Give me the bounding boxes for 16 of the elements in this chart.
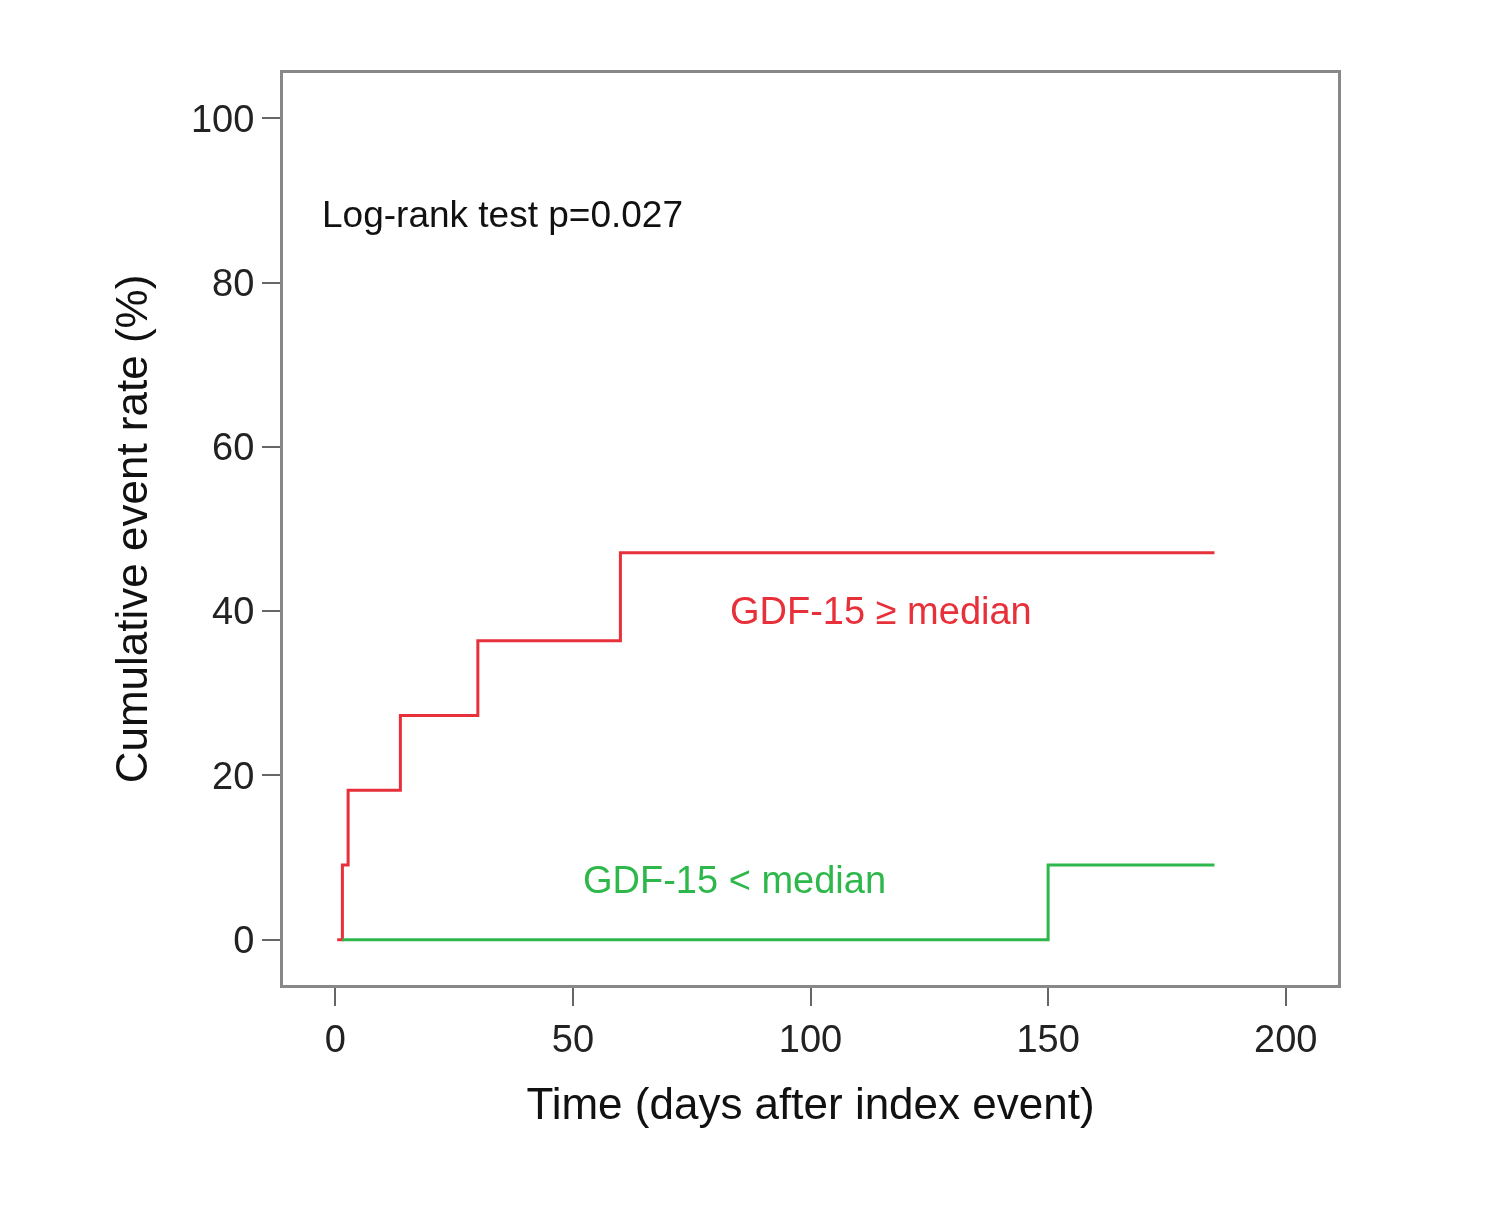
y-tick-label: 80	[212, 261, 255, 304]
x-tick-label: 50	[551, 1017, 595, 1060]
y-tick-label: 0	[233, 919, 255, 962]
y-tick-label: 100	[190, 97, 255, 140]
x-axis-title: Time (days after index event)	[526, 1078, 1095, 1128]
y-tick-label: 40	[212, 590, 255, 633]
x-tick-label: 100	[778, 1017, 843, 1060]
annotation: Log-rank test p=0.027	[322, 194, 684, 235]
x-tick-label: 150	[1016, 1017, 1080, 1060]
series-label: GDF-15 < median	[583, 859, 887, 901]
y-tick-label: 20	[212, 754, 255, 797]
y-tick-label: 60	[212, 426, 255, 469]
x-tick-label: 0	[324, 1017, 346, 1060]
x-tick-label: 200	[1254, 1017, 1318, 1060]
y-axis-title: Cumulative event rate (%)	[107, 274, 157, 784]
series-label: GDF-15 ≥ median	[730, 590, 1032, 632]
